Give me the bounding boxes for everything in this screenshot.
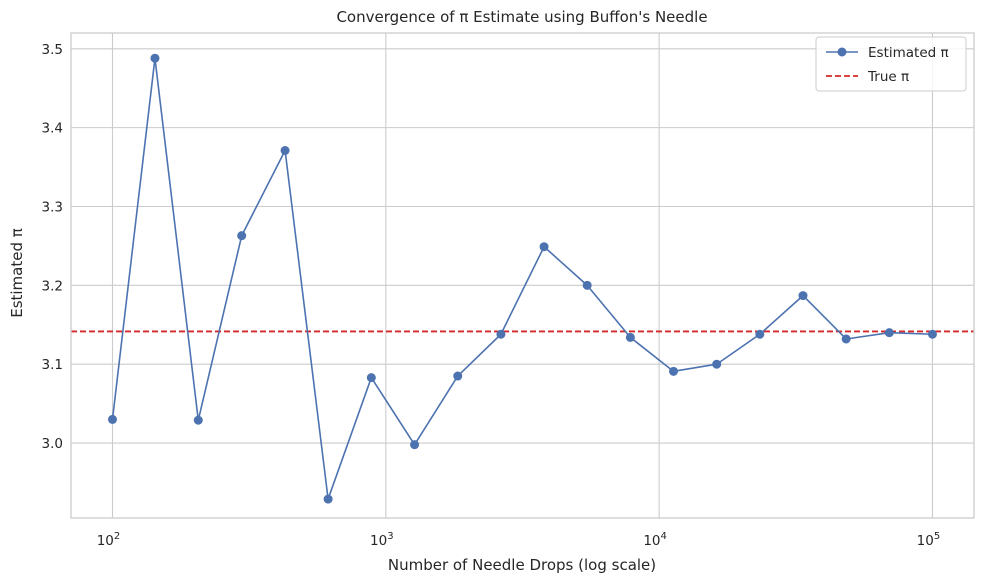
estimated-pi-point	[755, 329, 765, 339]
estimated-pi-point	[841, 334, 851, 344]
series-layer	[107, 53, 937, 504]
estimated-pi-point	[927, 329, 937, 339]
legend-label-true-pi: True π	[867, 69, 909, 85]
estimated-pi-point	[410, 440, 420, 450]
legend: Estimated π True π	[815, 36, 967, 92]
x-tick-label: 104	[643, 531, 667, 549]
x-tick-label: 102	[97, 531, 121, 549]
legend-marker-estimated	[837, 47, 847, 57]
y-tick-label: 3.0	[42, 436, 63, 452]
estimated-pi-point	[712, 359, 722, 369]
grid-layer	[71, 33, 974, 518]
estimated-pi-point	[150, 53, 160, 63]
estimated-pi-point	[539, 242, 549, 252]
y-tick-label: 3.3	[42, 199, 63, 215]
estimated-pi-point	[625, 332, 635, 342]
estimated-pi-line	[111, 57, 933, 500]
estimated-pi-point	[193, 415, 203, 425]
estimated-pi-point	[453, 371, 463, 381]
estimated-pi-point	[280, 146, 290, 156]
estimated-pi-point	[884, 328, 894, 338]
estimated-pi-point	[237, 231, 247, 241]
y-tick-label: 3.5	[42, 42, 63, 58]
y-tick-label: 3.1	[42, 357, 63, 373]
x-tick-label: 105	[917, 531, 941, 549]
x-tick-label: 103	[370, 531, 394, 549]
estimated-pi-point	[323, 494, 333, 504]
estimated-pi-point	[107, 414, 117, 424]
tick-labels: 3.0 3.1 3.2 3.3 3.4 3.5 102 103 104 105	[42, 42, 941, 549]
y-tick-label: 3.2	[42, 278, 63, 294]
estimated-pi-point	[582, 280, 592, 290]
estimated-pi-point	[798, 291, 808, 301]
legend-frame	[815, 36, 967, 92]
estimated-pi-point	[496, 329, 506, 339]
estimated-pi-point	[366, 373, 376, 383]
chart-title: Convergence of π Estimate using Buffon's…	[336, 8, 707, 26]
x-axis-label: Number of Needle Drops (log scale)	[388, 556, 656, 574]
plot-frame	[70, 32, 975, 519]
y-axis-label: Estimated π	[8, 228, 26, 318]
y-tick-label: 3.4	[42, 121, 63, 137]
legend-label-estimated: Estimated π	[868, 45, 949, 61]
estimated-pi-point	[669, 366, 679, 376]
